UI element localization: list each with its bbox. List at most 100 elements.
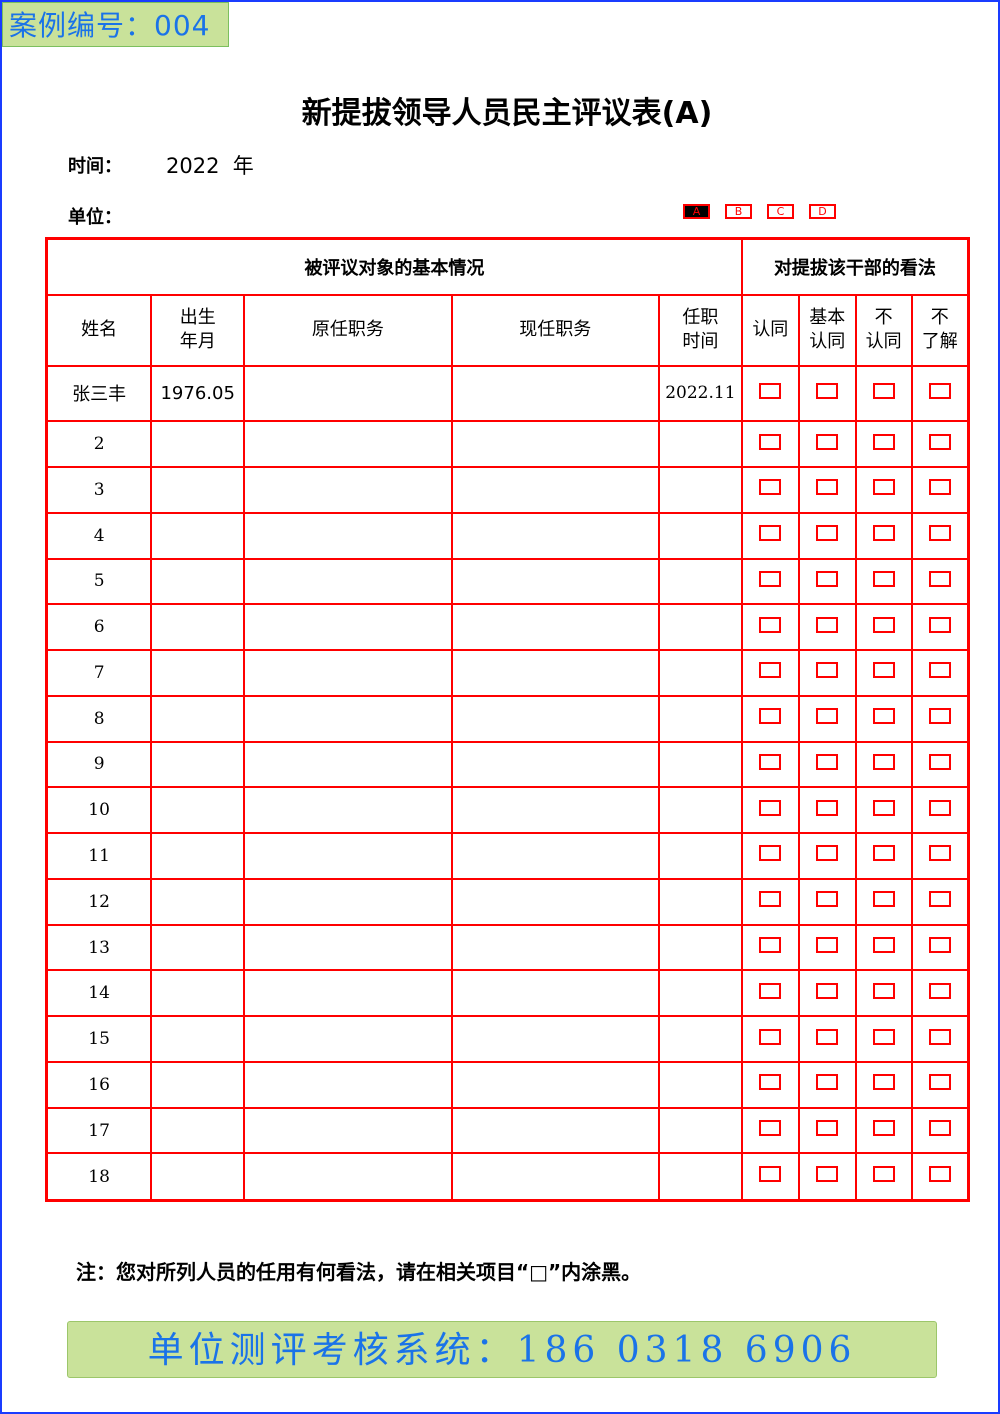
- opinion-checkbox[interactable]: [872, 1028, 895, 1045]
- opinion-checkbox[interactable]: [759, 982, 782, 999]
- opinion-checkbox[interactable]: [816, 1028, 839, 1045]
- table-row: 3: [45, 465, 970, 514]
- form-option-b[interactable]: B: [725, 204, 752, 219]
- opinion-cell: [854, 364, 913, 423]
- opinion-checkbox[interactable]: [872, 382, 895, 399]
- opinion-checkbox[interactable]: [816, 891, 839, 908]
- cell-since: [657, 877, 743, 926]
- opinion-checkbox[interactable]: [872, 1120, 895, 1137]
- opinion-checkbox[interactable]: [928, 433, 951, 450]
- opinion-checkbox[interactable]: [759, 799, 782, 816]
- opinion-checkbox[interactable]: [816, 708, 839, 725]
- opinion-cell: [797, 786, 857, 835]
- opinion-checkbox[interactable]: [816, 937, 839, 954]
- opinion-checkbox[interactable]: [872, 845, 895, 862]
- opinion-checkbox[interactable]: [759, 382, 782, 399]
- opinion-checkbox[interactable]: [816, 570, 839, 587]
- cell-prev: [243, 557, 453, 606]
- opinion-checkbox[interactable]: [759, 708, 782, 725]
- opinion-checkbox[interactable]: [759, 525, 782, 542]
- opinion-checkbox[interactable]: [816, 753, 839, 770]
- opinion-checkbox[interactable]: [928, 1120, 951, 1137]
- opinion-checkbox[interactable]: [928, 525, 951, 542]
- opinion-checkbox[interactable]: [816, 616, 839, 633]
- opinion-checkbox[interactable]: [872, 479, 895, 496]
- opinion-cell: [910, 465, 970, 514]
- opinion-checkbox[interactable]: [759, 479, 782, 496]
- opinion-checkbox[interactable]: [928, 937, 951, 954]
- opinion-checkbox[interactable]: [872, 937, 895, 954]
- opinion-checkbox[interactable]: [928, 1028, 951, 1045]
- opinion-checkbox[interactable]: [816, 479, 839, 496]
- cell-prev: [243, 786, 453, 835]
- opinion-checkbox[interactable]: [928, 382, 951, 399]
- opinion-checkbox[interactable]: [759, 845, 782, 862]
- opinion-cell: [854, 832, 913, 880]
- opinion-checkbox[interactable]: [759, 662, 782, 679]
- cell-birth: [150, 649, 246, 697]
- cell-prev: [243, 694, 453, 743]
- opinion-checkbox[interactable]: [872, 433, 895, 450]
- opinion-checkbox[interactable]: [928, 616, 951, 633]
- opinion-checkbox[interactable]: [928, 891, 951, 908]
- opinion-checkbox[interactable]: [928, 1074, 951, 1091]
- opinion-checkbox[interactable]: [928, 799, 951, 816]
- cell-name: 2: [45, 420, 153, 468]
- opinion-checkbox[interactable]: [816, 845, 839, 862]
- cell-birth: [150, 832, 246, 880]
- opinion-checkbox[interactable]: [816, 1166, 839, 1183]
- table-row: 5: [45, 557, 970, 606]
- opinion-checkbox[interactable]: [816, 799, 839, 816]
- opinion-checkbox[interactable]: [759, 1028, 782, 1045]
- opinion-checkbox[interactable]: [928, 708, 951, 725]
- form-option-c[interactable]: C: [767, 204, 794, 219]
- opinion-checkbox[interactable]: [759, 891, 782, 908]
- table-row: 6: [45, 603, 970, 652]
- cell-birth: [150, 1060, 246, 1109]
- opinion-checkbox[interactable]: [816, 1074, 839, 1091]
- opinion-checkbox[interactable]: [759, 753, 782, 770]
- opinion-checkbox[interactable]: [759, 1166, 782, 1183]
- opinion-checkbox[interactable]: [759, 1120, 782, 1137]
- opinion-checkbox[interactable]: [816, 433, 839, 450]
- column-header: 姓名: [45, 293, 153, 367]
- opinion-checkbox[interactable]: [928, 982, 951, 999]
- opinion-checkbox[interactable]: [872, 982, 895, 999]
- opinion-checkbox[interactable]: [872, 662, 895, 679]
- cell-prev: [243, 1152, 453, 1202]
- opinion-checkbox[interactable]: [816, 1120, 839, 1137]
- opinion-checkbox[interactable]: [872, 1166, 895, 1183]
- opinion-checkbox[interactable]: [928, 1166, 951, 1183]
- opinion-checkbox[interactable]: [872, 753, 895, 770]
- opinion-checkbox[interactable]: [759, 570, 782, 587]
- column-header: 不 了解: [910, 293, 970, 367]
- opinion-checkbox[interactable]: [759, 616, 782, 633]
- opinion-checkbox[interactable]: [872, 799, 895, 816]
- opinion-checkbox[interactable]: [872, 616, 895, 633]
- opinion-checkbox[interactable]: [872, 1074, 895, 1091]
- cell-name: 张三丰: [45, 364, 153, 423]
- opinion-checkbox[interactable]: [759, 1074, 782, 1091]
- opinion-checkbox[interactable]: [928, 570, 951, 587]
- opinion-checkbox[interactable]: [928, 753, 951, 770]
- opinion-checkbox[interactable]: [816, 982, 839, 999]
- opinion-cell: [854, 603, 913, 652]
- cell-name: 5: [45, 557, 153, 606]
- cell-curr: [450, 740, 660, 789]
- opinion-checkbox[interactable]: [759, 937, 782, 954]
- opinion-checkbox[interactable]: [816, 525, 839, 542]
- opinion-checkbox[interactable]: [872, 525, 895, 542]
- cell-prev: [243, 969, 453, 1018]
- form-option-a[interactable]: A: [683, 204, 710, 219]
- table-row: 15: [45, 1015, 970, 1063]
- opinion-checkbox[interactable]: [928, 479, 951, 496]
- opinion-checkbox[interactable]: [928, 845, 951, 862]
- opinion-checkbox[interactable]: [928, 662, 951, 679]
- opinion-checkbox[interactable]: [872, 708, 895, 725]
- opinion-checkbox[interactable]: [872, 891, 895, 908]
- opinion-checkbox[interactable]: [872, 570, 895, 587]
- form-option-d[interactable]: D: [809, 204, 836, 219]
- opinion-checkbox[interactable]: [759, 433, 782, 450]
- opinion-checkbox[interactable]: [816, 662, 839, 679]
- opinion-checkbox[interactable]: [816, 382, 839, 399]
